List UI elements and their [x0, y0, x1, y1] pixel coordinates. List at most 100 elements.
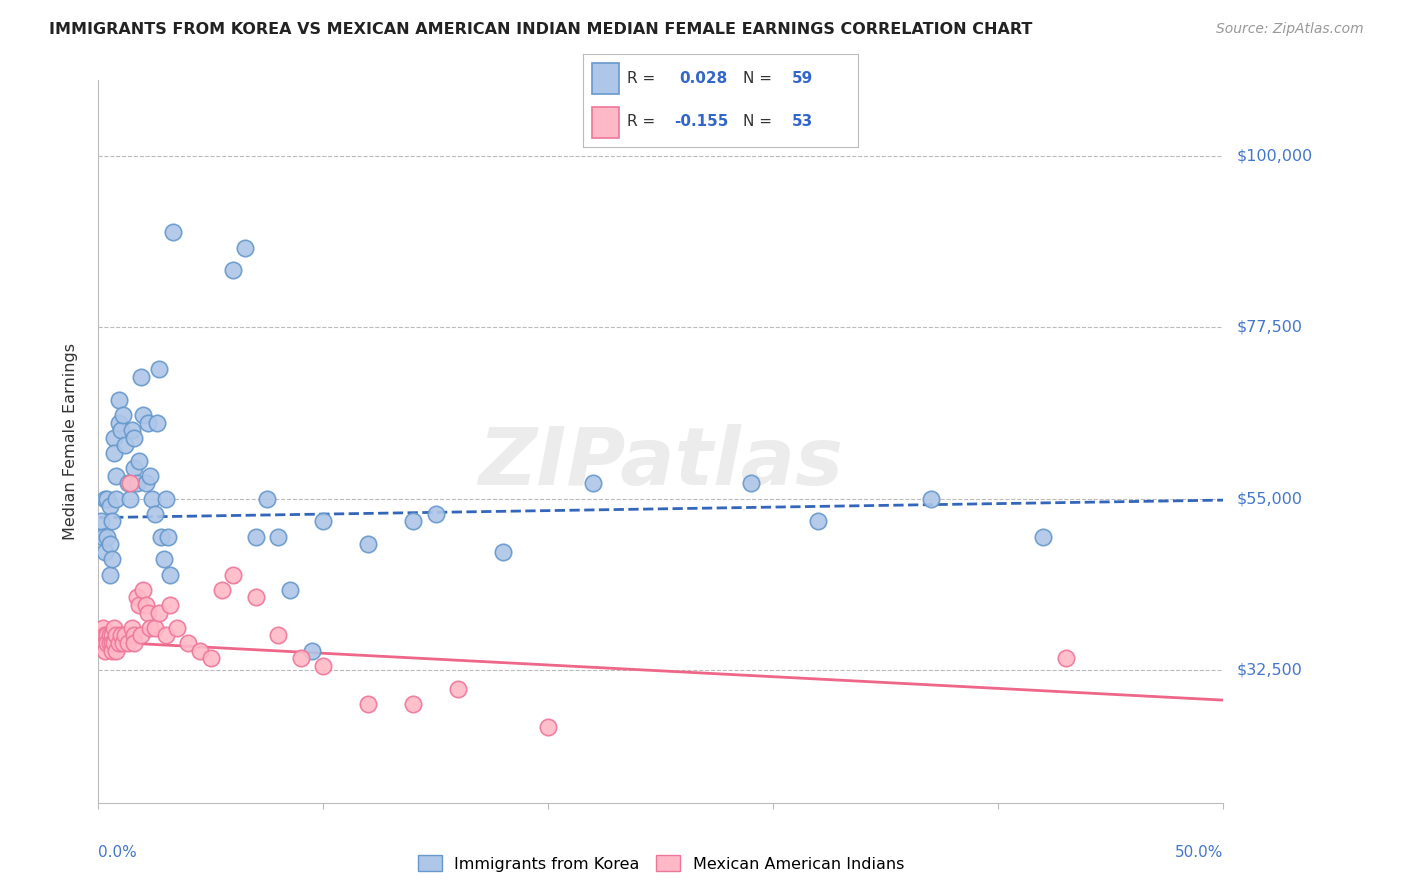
- Text: -0.155: -0.155: [673, 114, 728, 129]
- Text: R =: R =: [627, 71, 661, 87]
- Point: [267, 628, 290, 642]
- Point: [200, 651, 222, 665]
- Point: [105, 628, 128, 642]
- Point: [105, 491, 128, 506]
- Point: [159, 598, 181, 612]
- Point: [312, 515, 335, 529]
- Point: [245, 591, 267, 605]
- Point: [105, 643, 128, 657]
- Point: [101, 515, 124, 529]
- Point: [110, 628, 132, 642]
- Text: IMMIGRANTS FROM KOREA VS MEXICAN AMERICAN INDIAN MEDIAN FEMALE EARNINGS CORRELAT: IMMIGRANTS FROM KOREA VS MEXICAN AMERICA…: [49, 22, 1032, 37]
- Text: 53: 53: [792, 114, 813, 129]
- Text: 0.0%: 0.0%: [98, 845, 138, 860]
- Point: [94, 643, 117, 657]
- Point: [94, 545, 117, 559]
- Point: [152, 552, 174, 566]
- Point: [117, 636, 139, 650]
- Text: $77,500: $77,500: [1237, 320, 1303, 335]
- Point: [211, 582, 233, 597]
- Point: [141, 491, 163, 506]
- Point: [90, 515, 112, 529]
- Point: [91, 636, 114, 650]
- Point: [148, 362, 170, 376]
- Point: [537, 720, 560, 734]
- Text: Source: ZipAtlas.com: Source: ZipAtlas.com: [1216, 22, 1364, 37]
- Point: [166, 621, 188, 635]
- Point: [357, 537, 380, 551]
- Point: [128, 453, 150, 467]
- Point: [312, 659, 335, 673]
- Point: [301, 643, 323, 657]
- Point: [98, 636, 121, 650]
- Point: [157, 530, 180, 544]
- Point: [425, 507, 447, 521]
- Point: [101, 636, 124, 650]
- Point: [267, 530, 290, 544]
- Point: [121, 423, 143, 437]
- Point: [139, 468, 162, 483]
- Point: [128, 598, 150, 612]
- Point: [124, 628, 146, 642]
- Point: [188, 643, 211, 657]
- Point: [112, 636, 135, 650]
- Point: [91, 621, 114, 635]
- Point: [278, 582, 301, 597]
- Point: [143, 507, 166, 521]
- Point: [96, 491, 118, 506]
- Point: [124, 431, 146, 445]
- Point: [129, 370, 152, 384]
- Point: [96, 636, 118, 650]
- Point: [245, 530, 267, 544]
- Point: [132, 582, 155, 597]
- Point: [807, 515, 830, 529]
- Point: [256, 491, 278, 506]
- Text: 50.0%: 50.0%: [1175, 845, 1223, 860]
- Point: [103, 636, 125, 650]
- Text: $55,000: $55,000: [1237, 491, 1303, 506]
- Point: [112, 408, 135, 422]
- Point: [107, 636, 129, 650]
- Point: [447, 681, 470, 696]
- Point: [98, 537, 121, 551]
- Text: ZIPatlas: ZIPatlas: [478, 425, 844, 502]
- Point: [139, 621, 162, 635]
- Point: [94, 628, 117, 642]
- Point: [118, 491, 141, 506]
- Text: 59: 59: [792, 71, 813, 87]
- Y-axis label: Median Female Earnings: Median Female Earnings: [63, 343, 77, 540]
- Point: [135, 476, 157, 491]
- Point: [1054, 651, 1077, 665]
- Point: [124, 461, 146, 475]
- Point: [582, 476, 605, 491]
- Point: [125, 591, 148, 605]
- FancyBboxPatch shape: [592, 63, 619, 94]
- Text: $100,000: $100,000: [1237, 149, 1313, 164]
- Point: [129, 628, 152, 642]
- Point: [155, 628, 177, 642]
- Point: [233, 241, 256, 255]
- Point: [103, 431, 125, 445]
- FancyBboxPatch shape: [592, 107, 619, 138]
- Point: [402, 697, 425, 711]
- Point: [143, 621, 166, 635]
- Point: [107, 392, 129, 407]
- Point: [103, 621, 125, 635]
- Point: [96, 530, 118, 544]
- Point: [162, 226, 184, 240]
- Point: [114, 438, 136, 452]
- Point: [96, 628, 118, 642]
- Point: [920, 491, 942, 506]
- Point: [159, 567, 181, 582]
- Text: N =: N =: [742, 71, 776, 87]
- Point: [222, 263, 245, 277]
- Point: [98, 567, 121, 582]
- Point: [101, 552, 124, 566]
- Point: [90, 628, 112, 642]
- Point: [222, 567, 245, 582]
- Point: [117, 476, 139, 491]
- Point: [136, 606, 159, 620]
- Point: [98, 499, 121, 513]
- Point: [146, 416, 169, 430]
- Point: [103, 446, 125, 460]
